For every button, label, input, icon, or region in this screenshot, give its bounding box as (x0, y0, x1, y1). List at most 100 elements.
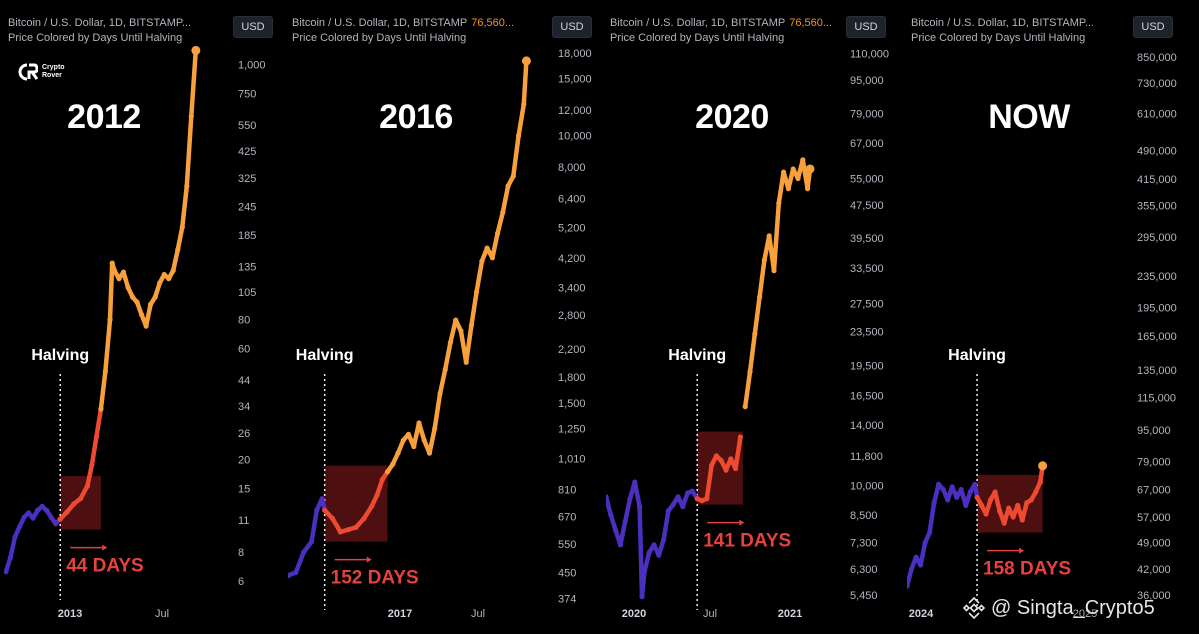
price-point (26, 510, 32, 516)
y-tick-label: 79,000 (1137, 456, 1171, 468)
y-tick-label: 10,000 (558, 131, 592, 143)
price-point (713, 453, 719, 459)
price-point (922, 540, 928, 546)
period-label: 2020 (695, 98, 769, 136)
price-point (134, 299, 140, 305)
halving-label: Halving (296, 347, 354, 364)
price-point (111, 268, 118, 274)
y-tick-label: 15,000 (558, 74, 592, 86)
y-tick-label: 20 (238, 455, 250, 467)
price-point (161, 271, 167, 278)
price-point (680, 504, 686, 510)
price-point (102, 368, 108, 374)
y-tick-label: 670 (558, 511, 576, 523)
y-tick-label: 1,000 (238, 59, 266, 71)
price-point (426, 450, 433, 456)
y-tick-label: 105 (238, 287, 256, 299)
chart-panel-2016: 2016 Halving 152 DAYS 18,000 15,000 12,000 10,… (288, 10, 600, 624)
y-tick-label: 49,000 (1137, 538, 1171, 550)
price-point (963, 502, 969, 508)
price-point (954, 494, 960, 500)
price-point (927, 530, 933, 536)
price-point (374, 492, 380, 498)
price-point (130, 294, 136, 300)
y-tick-label: 3,400 (558, 283, 586, 295)
price-line-purple (907, 482, 980, 589)
price-point (613, 527, 619, 534)
y-tick-label: 80 (238, 315, 250, 327)
days-until-halving-label: 141 DAYS (703, 531, 791, 552)
y-tick-label: 67,000 (850, 138, 884, 150)
price-point (521, 101, 527, 107)
y-tick-label: 15 (238, 484, 250, 496)
y-tick-label: 135,000 (1137, 365, 1177, 377)
indicator-title: Price Colored by Days Until Halving (8, 32, 183, 44)
price-point (651, 542, 657, 548)
price-point (453, 317, 459, 323)
price-point (337, 529, 343, 535)
x-tick-label: Jul (471, 608, 485, 620)
price-point (1019, 517, 1025, 523)
y-tick-label: 44 (238, 375, 250, 387)
price-point (945, 497, 951, 503)
y-tick-label: 8,000 (558, 162, 586, 174)
price-point (116, 276, 122, 282)
y-tick-label: 185 (238, 230, 256, 242)
last-price-marker (521, 56, 531, 66)
y-tick-label: 325 (238, 173, 256, 185)
currency-button[interactable]: USD (552, 16, 592, 38)
price-point (967, 489, 973, 495)
y-tick-label: 110,000 (850, 49, 889, 61)
days-until-halving-label: 158 DAYS (983, 559, 1071, 580)
chart-header: Bitcoin / U.S. Dollar, 1D, BITSTAMP... P… (8, 16, 195, 46)
y-tick-label: 6 (238, 576, 244, 588)
price-point (120, 269, 127, 275)
y-tick-label: 355,000 (1137, 201, 1177, 213)
price-point (319, 496, 325, 502)
price-point (143, 323, 149, 329)
price-point (458, 328, 464, 334)
y-tick-label: 750 (238, 89, 256, 101)
price-point (675, 494, 681, 500)
y-tick-label: 115,000 (1137, 392, 1176, 404)
days-arrow-head (1019, 547, 1025, 554)
price-point (646, 549, 652, 556)
price-point (737, 434, 743, 440)
price-point (109, 260, 115, 266)
price-point (637, 504, 643, 510)
price-point (988, 497, 994, 503)
price-point (622, 518, 628, 524)
currency-button[interactable]: USD (1133, 16, 1173, 38)
price-point (1033, 489, 1039, 495)
halving-window-box (60, 476, 101, 530)
currency-button[interactable]: USD (846, 16, 886, 38)
price-point (64, 509, 70, 515)
price-point (170, 268, 176, 274)
price-point (98, 406, 104, 412)
y-tick-label: 235,000 (1137, 271, 1177, 283)
y-tick-label: 490,000 (1137, 146, 1177, 158)
price-point (670, 502, 676, 508)
price-point (35, 507, 41, 513)
halving-label: Halving (668, 347, 726, 364)
price-point (800, 157, 806, 163)
price-point (4, 569, 9, 575)
price-point (345, 527, 351, 533)
price-point (89, 462, 95, 468)
price-point (44, 507, 50, 513)
last-price-marker (1038, 461, 1048, 471)
x-tick-label: Jul (155, 608, 169, 620)
price-point (661, 537, 667, 543)
price-point (665, 508, 671, 514)
halving-label: Halving (31, 347, 89, 364)
y-tick-label: 27,500 (850, 298, 884, 310)
price-point (421, 437, 427, 443)
y-tick-label: 18,000 (558, 48, 592, 60)
currency-button[interactable]: USD (233, 16, 273, 38)
price-point (447, 340, 453, 346)
y-tick-label: 2,200 (558, 344, 586, 356)
price-point (627, 496, 633, 502)
y-tick-label: 4,200 (558, 253, 586, 265)
y-tick-label: 1,250 (558, 424, 586, 436)
days-arrow-head (102, 544, 108, 551)
